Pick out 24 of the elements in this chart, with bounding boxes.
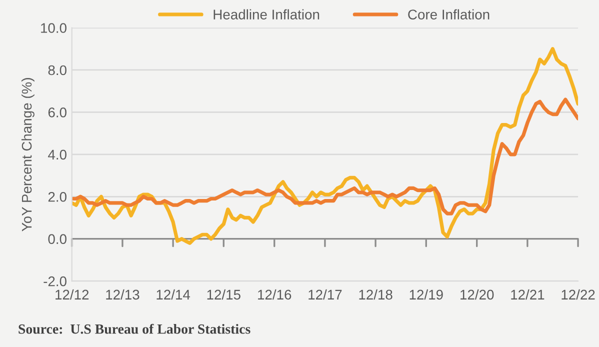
legend-label: Core Inflation — [408, 9, 490, 20]
y-tick-label: -2.0 — [44, 276, 66, 286]
y-tick-label: 6.0 — [48, 108, 66, 118]
x-tick-label: 12/22 — [562, 289, 595, 300]
x-tick-label: 12/21 — [511, 289, 544, 300]
x-tick-label: 12/15 — [207, 289, 240, 300]
x-tick-label: 12/13 — [106, 289, 140, 300]
x-tick-label: 12/18 — [359, 289, 392, 300]
x-tick-label: 12/16 — [258, 289, 292, 300]
y-tick-label: 2.0 — [48, 192, 66, 202]
x-tick-label: 12/17 — [308, 289, 342, 300]
line-series — [72, 47, 578, 245]
legend-label: Headline Inflation — [214, 9, 320, 20]
y-tick-label: 8.0 — [48, 65, 66, 76]
y-tick-label: 0.0 — [48, 234, 66, 244]
line-series — [72, 98, 578, 216]
y-tick-label: 10.0 — [41, 23, 66, 33]
source-note: Source: U.S Bureau of Labor Statistics — [18, 324, 250, 334]
y-axis-title: YoY Percent Change (%) — [21, 78, 34, 232]
x-tick-label: 12/12 — [56, 289, 89, 300]
x-tick-label: 12/14 — [156, 289, 190, 300]
y-tick-label: 4.0 — [48, 150, 66, 160]
x-tick-label: 12/20 — [460, 289, 494, 300]
x-tick-label: 12/19 — [410, 289, 443, 300]
